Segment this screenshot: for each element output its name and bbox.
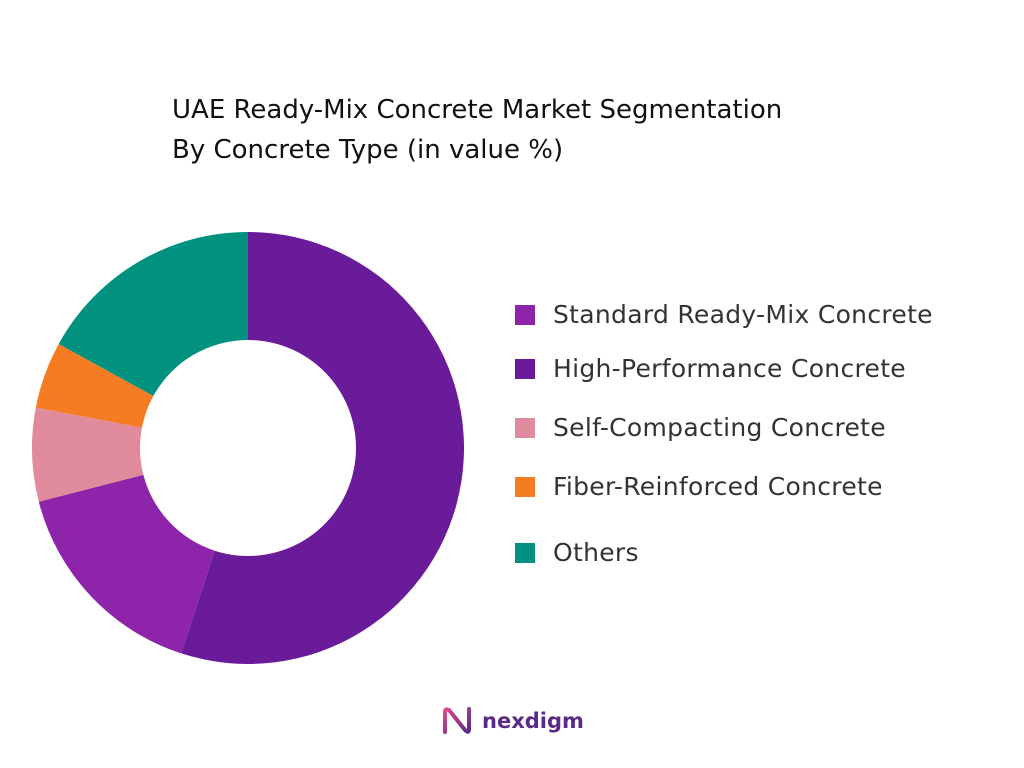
legend-swatch-high-performance	[515, 358, 535, 379]
donut-slice-self-compacting	[31, 407, 144, 502]
legend-item-high-performance: High-Performance Concrete	[515, 354, 906, 383]
legend-item-fiber-reinforced: Fiber-Reinforced Concrete	[515, 472, 883, 501]
legend-swatch-others	[515, 542, 535, 563]
legend-item-standard: Standard Ready-Mix Concrete	[515, 300, 933, 329]
donut-slice-standard	[38, 474, 215, 654]
nexdigm-logo-icon	[443, 707, 471, 734]
donut-slice-others	[58, 232, 248, 396]
legend-label-fiber-reinforced: Fiber-Reinforced Concrete	[553, 472, 883, 501]
legend-item-self-compacting: Self-Compacting Concrete	[515, 413, 886, 442]
donut-slice-fiber-reinforced	[35, 343, 154, 428]
legend-swatch-fiber-reinforced	[515, 476, 535, 497]
legend-label-standard: Standard Ready-Mix Concrete	[553, 300, 933, 329]
donut-slice-high-performance	[181, 232, 465, 664]
legend-swatch-standard	[515, 304, 535, 325]
logo-text: nexdigm	[482, 709, 584, 733]
legend-item-others: Others	[515, 538, 639, 567]
legend-label-self-compacting: Self-Compacting Concrete	[553, 413, 886, 442]
legend-label-high-performance: High-Performance Concrete	[553, 354, 906, 383]
legend-label-others: Others	[553, 538, 639, 567]
chart-title-block: UAE Ready-Mix Concrete Market Segmentati…	[172, 90, 782, 170]
chart-subtitle: By Concrete Type (in value %)	[172, 135, 564, 165]
chart-title: UAE Ready-Mix Concrete Market Segmentati…	[172, 95, 783, 125]
donut-chart	[31, 232, 465, 664]
legend-swatch-self-compacting	[515, 417, 535, 438]
nexdigm-logo: nexdigm	[440, 704, 584, 738]
